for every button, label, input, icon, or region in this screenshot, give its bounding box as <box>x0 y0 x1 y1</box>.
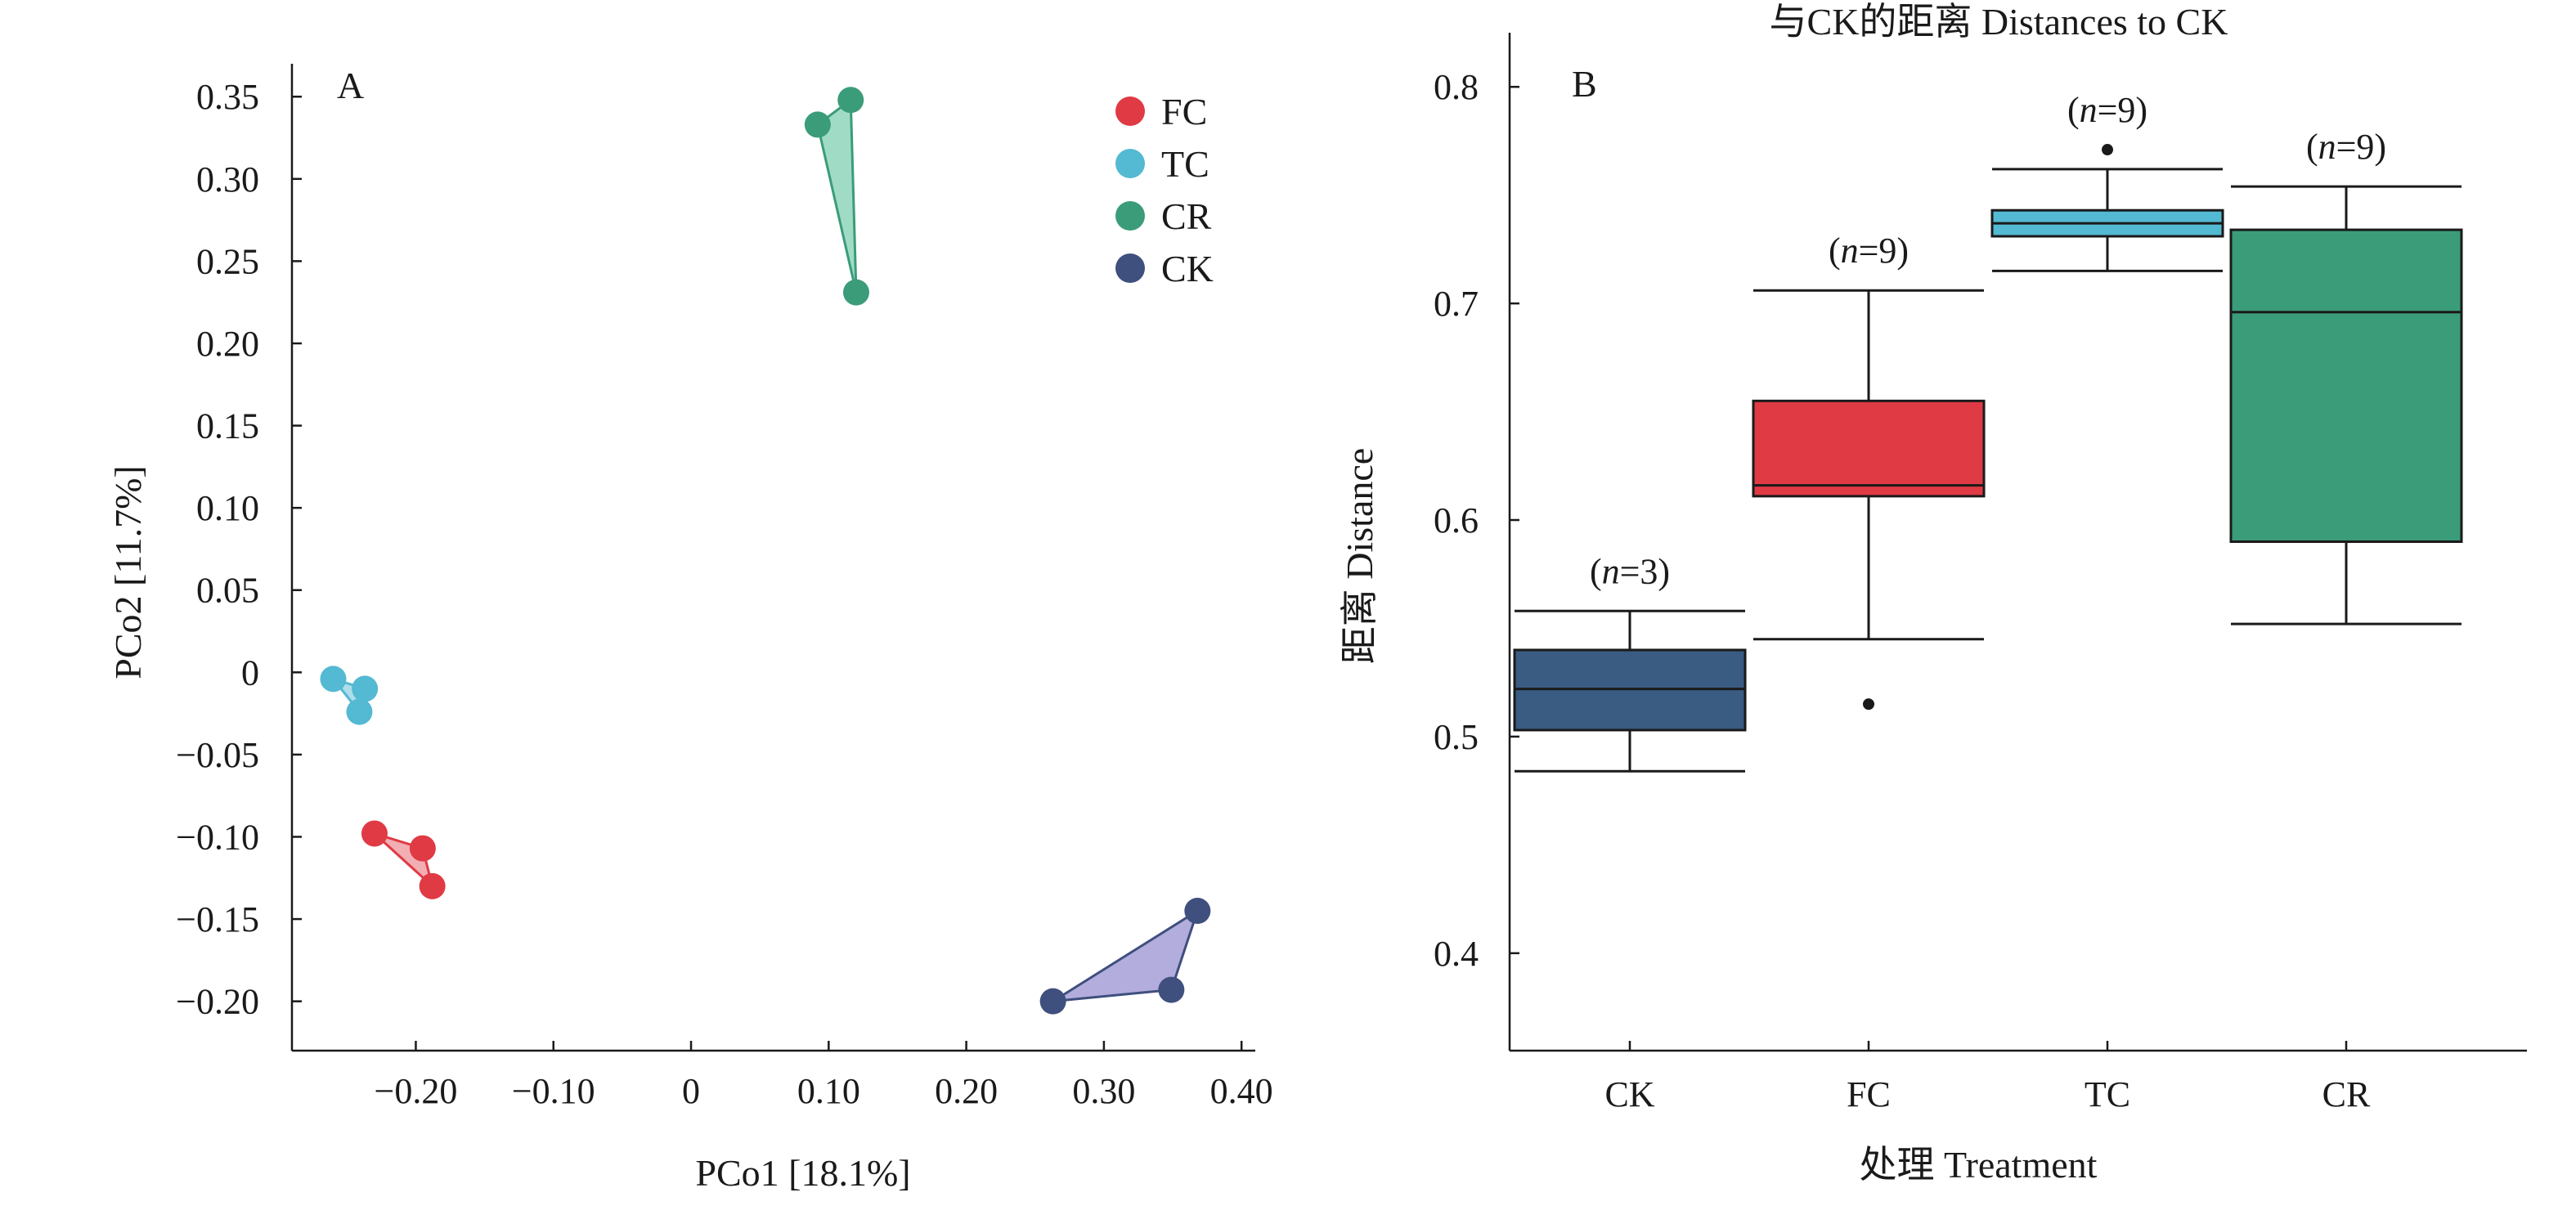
panel-b-y-tick-label: 0.7 <box>1434 284 1479 324</box>
hull-fc <box>373 832 435 890</box>
panel-b-x-tick-label: CR <box>2322 1074 2371 1114</box>
hull-cr <box>816 97 858 293</box>
box-cr <box>2229 228 2463 543</box>
panel-b-boxplot: 与CK的距离 Distances to CK B (n=3)(n=9)(n=9)… <box>1339 1 2527 1186</box>
panel-a-y-tick-label: 0.20 <box>196 324 259 364</box>
n-label-variable: n <box>2080 90 2098 130</box>
panel-a-y-tick-label: 0 <box>241 652 259 693</box>
box-group-fc: (n=9) <box>1752 231 1986 711</box>
panel-a-x-ticks: −0.20 −0.10 0 0.10 0.20 0.30 0.40 <box>375 1041 1273 1111</box>
point-cr-3 <box>842 279 869 306</box>
panel-b-x-tick-label: TC <box>2085 1074 2130 1114</box>
n-label-open: ( <box>1829 231 1841 271</box>
panel-a-y-tick-label: 0.30 <box>196 159 259 200</box>
panel-a-legend: FC TC CR CK <box>1115 91 1214 289</box>
panel-a-y-tick-label: 0.15 <box>196 406 259 446</box>
point-tc-1 <box>320 666 347 693</box>
point-fc-1 <box>361 820 388 847</box>
point-tc-2 <box>352 675 379 702</box>
n-label-tc: (n=9) <box>2067 90 2147 130</box>
n-label-value: =9) <box>2336 127 2386 167</box>
box-fc <box>1752 399 1986 498</box>
n-label-value: =9) <box>2098 90 2147 130</box>
point-tc-3 <box>346 698 373 725</box>
point-fc-2 <box>409 835 436 862</box>
panel-b-x-ticks: CK FC TC CR <box>1604 1041 2371 1114</box>
n-label-value: =3) <box>1620 551 1670 591</box>
box-group-ck: (n=3) <box>1513 551 1747 773</box>
point-fc-3 <box>419 872 446 899</box>
panel-a-y-tick-label: −0.20 <box>176 982 259 1022</box>
panel-a-x-tick-label: 0 <box>682 1071 700 1111</box>
legend-label-tc: TC <box>1161 143 1209 185</box>
panel-a-y-ticks: 0.35 0.30 0.25 0.20 0.15 0.10 0.05 0 −0.05 −0.10 −… <box>176 77 302 1022</box>
panel-b-y-tick-label: 0.5 <box>1434 717 1479 757</box>
legend-marker-tc <box>1115 149 1145 178</box>
panel-a-y-axis-title: PCo2 [11.7%] <box>107 465 149 679</box>
panel-b-letter: B <box>1572 63 1597 105</box>
panel-a-y-tick-label: −0.15 <box>176 899 259 939</box>
panel-a-y-tick-label: 0.05 <box>196 571 259 611</box>
hull-ck <box>1052 908 1200 1003</box>
legend-marker-ck <box>1115 253 1145 283</box>
panel-a-x-tick-label: 0.20 <box>935 1071 998 1111</box>
panel-a-x-axis-title: PCo1 [18.1%] <box>695 1152 910 1194</box>
panel-a-y-tick-label: 0.10 <box>196 488 259 528</box>
panel-a-axes <box>290 64 1255 1052</box>
panel-a-pcoa-scatter: −0.20 −0.10 0 0.10 0.20 0.30 0.40 0.35 0.30 0.25… <box>107 64 1273 1194</box>
n-label-open: ( <box>2067 90 2080 130</box>
panel-b-x-tick-label: CK <box>1604 1074 1654 1114</box>
panel-b-x-axis-title: 处理 Treatment <box>1860 1144 2098 1186</box>
n-label-open: ( <box>1590 551 1602 591</box>
point-ck-3 <box>1184 898 1211 925</box>
panel-b-y-tick-label: 0.8 <box>1434 67 1479 107</box>
outlier-fc-1 <box>1863 698 1874 711</box>
panel-b-y-tick-label: 0.6 <box>1434 500 1479 540</box>
n-label-ck: (n=3) <box>1590 551 1670 591</box>
panel-a-x-tick-label: 0.40 <box>1210 1071 1273 1111</box>
box-group-cr: (n=9) <box>2229 127 2463 625</box>
panel-b-y-axis-title: 距离 Distance <box>1339 448 1380 664</box>
panel-a-y-tick-label: −0.05 <box>176 735 259 775</box>
panel-b-y-tick-label: 0.4 <box>1434 934 1479 974</box>
n-label-variable: n <box>1841 231 1859 271</box>
legend-label-fc: FC <box>1161 91 1207 132</box>
panel-b-axes <box>1508 33 2527 1052</box>
outlier-tc-1 <box>2102 144 2113 156</box>
point-cr-2 <box>837 87 864 114</box>
n-label-variable: n <box>1602 551 1620 591</box>
panel-a-letter: A <box>337 65 364 106</box>
box-group-tc: (n=9) <box>1990 90 2224 272</box>
n-label-fc: (n=9) <box>1829 231 1909 271</box>
panel-a-hulls <box>330 97 1200 1003</box>
panel-a-y-tick-label: 0.25 <box>196 241 259 281</box>
panel-b-title: 与CK的距离 Distances to CK <box>1770 1 2228 43</box>
n-label-open: ( <box>2306 127 2318 167</box>
panel-a-x-tick-label: −0.20 <box>375 1071 458 1111</box>
legend-marker-cr <box>1115 201 1145 231</box>
point-ck-1 <box>1039 988 1066 1015</box>
legend-label-cr: CR <box>1161 195 1212 237</box>
n-label-cr: (n=9) <box>2306 127 2386 167</box>
panel-a-y-tick-label: −0.10 <box>176 817 259 857</box>
panel-a-x-tick-label: 0.30 <box>1072 1071 1135 1111</box>
legend-marker-fc <box>1115 96 1145 126</box>
panel-a-points <box>320 87 1211 1015</box>
panel-b-boxes: (n=3)(n=9)(n=9)(n=9) <box>1513 90 2463 773</box>
panel-a-y-tick-label: 0.35 <box>196 77 259 117</box>
n-label-value: =9) <box>1859 231 1909 271</box>
panel-b-x-tick-label: FC <box>1847 1074 1891 1114</box>
n-label-variable: n <box>2318 127 2336 167</box>
panel-a-x-tick-label: −0.10 <box>512 1071 595 1111</box>
panel-a-x-tick-label: 0.10 <box>797 1071 860 1111</box>
panel-b-y-ticks: 0.4 0.5 0.6 0.7 0.8 <box>1434 67 1519 974</box>
legend-label-ck: CK <box>1161 248 1214 289</box>
point-ck-2 <box>1158 976 1185 1003</box>
point-cr-1 <box>804 111 831 138</box>
